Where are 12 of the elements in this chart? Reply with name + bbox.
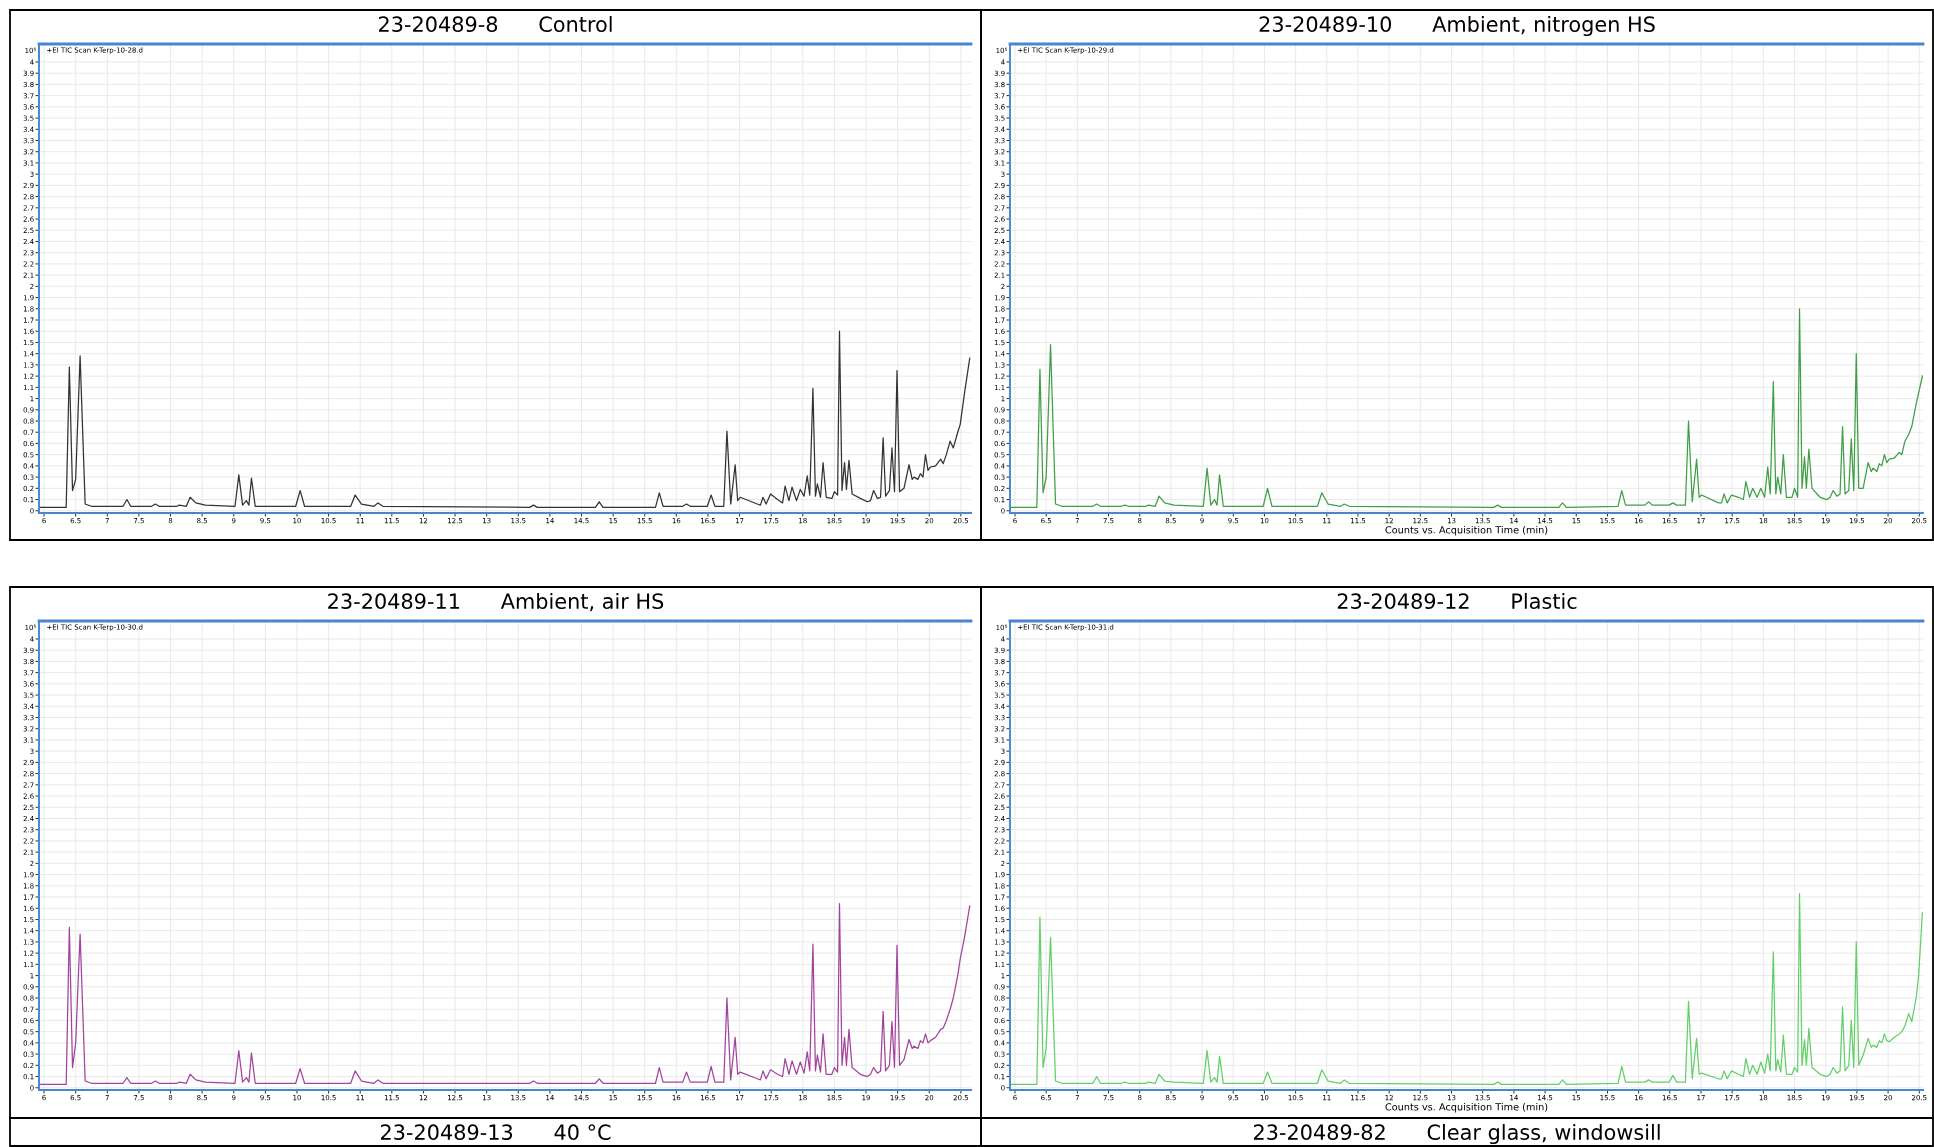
chart-title: 23-20489-11 Ambient, air HS <box>328 592 664 612</box>
chart-title: 23-20489-10 Ambient, nitrogen HS <box>1259 15 1655 37</box>
line-series <box>39 903 971 1086</box>
line-series <box>1010 308 1923 509</box>
chart-title: 23-20489-8 Control <box>378 15 612 33</box>
text: 23-20489-82 Clear glass, windowsill <box>1253 1123 1660 1145</box>
x-axis-title: Counts vs. Acquisition Time (min) <box>1385 1102 1548 1113</box>
line-series <box>1010 893 1923 1086</box>
line-series <box>39 330 971 509</box>
text: 23-20489-13 40 °C <box>380 1124 611 1141</box>
x-axis-title: Counts vs. Acquisition Time (min) <box>1385 525 1548 536</box>
chart-title: 23-20489-12 Plastic <box>1337 592 1577 610</box>
